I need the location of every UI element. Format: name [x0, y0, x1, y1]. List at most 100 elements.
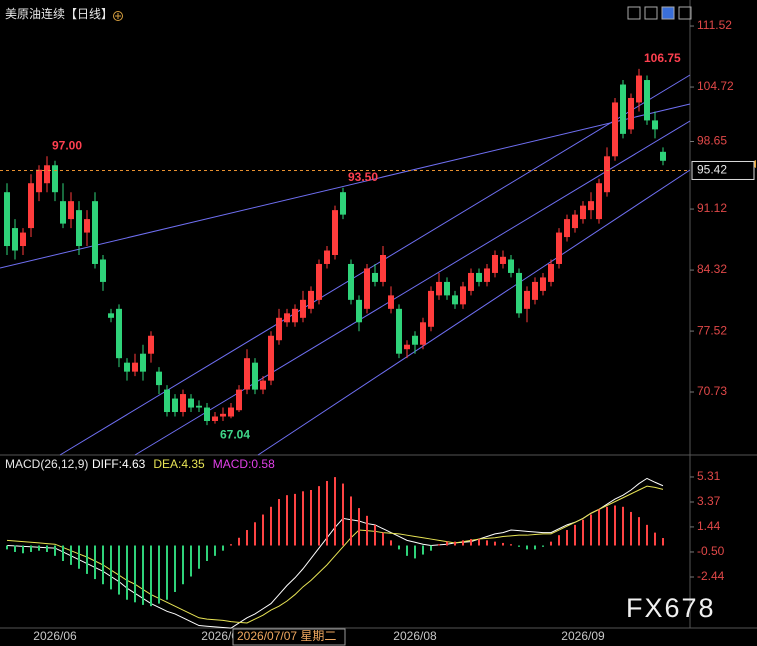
candle-body: [484, 268, 490, 282]
candle-body: [420, 322, 426, 345]
candle-body: [356, 299, 362, 323]
candle-body: [116, 308, 122, 359]
candle-body: [548, 263, 554, 282]
crosshair-date: 2026/07/07 星期二: [237, 629, 336, 643]
candle-body: [60, 201, 66, 224]
candle-body: [532, 281, 538, 300]
icon[interactable]: [644, 6, 658, 20]
candle-body: [44, 165, 50, 184]
candle-body: [428, 290, 434, 327]
candle-body: [212, 416, 218, 421]
candle-body: [348, 263, 354, 300]
candle-body: [300, 299, 306, 318]
candle-body: [628, 97, 634, 130]
x-tick-label: 2026/08: [393, 629, 437, 643]
candle-body: [388, 295, 394, 309]
candle-body: [220, 413, 226, 417]
y-tick-label: 77.52: [697, 323, 727, 337]
y-tick-label: -0.50: [697, 544, 725, 558]
candle-body: [84, 219, 90, 233]
y-tick-label: 91.12: [697, 201, 727, 215]
legend-entry: MACD:0.58: [213, 457, 275, 471]
candle-body: [52, 165, 58, 193]
candle-body: [340, 192, 346, 215]
candle-body: [596, 183, 602, 220]
candle-body: [108, 313, 114, 318]
candle-body: [196, 405, 202, 408]
candle-body: [172, 398, 178, 413]
candle-body: [660, 151, 666, 161]
legend-entry: DIFF:4.63: [92, 457, 146, 471]
candle-body: [468, 272, 474, 291]
legend-entry: DEA:4.35: [153, 457, 205, 471]
extreme-label: 67.04: [220, 427, 250, 441]
y-tick-label: 70.73: [697, 384, 727, 398]
candle-body: [228, 407, 234, 417]
candle-body: [188, 398, 194, 408]
candle-body: [68, 201, 74, 220]
candle-body: [572, 214, 578, 229]
add-icon[interactable]: [113, 11, 123, 21]
crosshair-price-box: [691, 160, 755, 180]
y-tick-label: 1.44: [697, 519, 721, 533]
crosshair-date-box: [232, 628, 346, 646]
candle-body: [92, 201, 98, 264]
y-tick-label: 84.32: [697, 262, 727, 276]
candle-body: [292, 308, 298, 323]
icon[interactable]: [627, 6, 641, 20]
candle-body: [644, 80, 650, 121]
y-tick-label: 111.52: [697, 18, 732, 32]
candle-body: [404, 344, 410, 350]
candle-body: [28, 183, 34, 229]
candle-body: [612, 102, 618, 157]
candle-body: [652, 120, 658, 130]
x-tick-label: 2026/09: [561, 629, 605, 643]
y-tick-label: -2.44: [697, 569, 725, 583]
candle-body: [516, 272, 522, 314]
candle-body: [508, 259, 514, 273]
candle-body: [180, 394, 186, 413]
trend-line: [134, 120, 691, 456]
candle-body: [148, 335, 154, 354]
macd-title: MACD(26,12,9): [5, 457, 88, 471]
y-tick-label: 98.65: [697, 134, 727, 148]
candle-body: [132, 362, 138, 372]
candle-body: [332, 210, 338, 256]
candle-body: [564, 219, 570, 238]
candle-body: [252, 362, 258, 390]
candle-body: [412, 335, 418, 345]
candle-body: [284, 313, 290, 323]
candle-body: [20, 232, 26, 247]
candle-body: [396, 308, 402, 354]
candle-body: [588, 201, 594, 211]
chart-title: 美原油连续【日线】: [5, 6, 113, 21]
candle-body: [36, 169, 42, 193]
candle-body: [460, 286, 466, 305]
candle-body: [524, 290, 530, 309]
candle-body: [100, 259, 106, 282]
candle-body: [604, 156, 610, 193]
candle-body: [324, 250, 330, 264]
icon[interactable]: [661, 6, 675, 20]
candle-body: [444, 281, 450, 296]
candle-body: [556, 232, 562, 264]
candle-body: [492, 255, 498, 273]
trend-line: [257, 169, 691, 456]
candle-body: [76, 210, 82, 247]
toolbar-icons[interactable]: [627, 6, 692, 20]
candle-body: [156, 371, 162, 386]
watermark: FX678: [626, 593, 716, 623]
icon[interactable]: [678, 6, 692, 20]
candle-body: [580, 205, 586, 220]
candle-body: [436, 281, 442, 296]
x-tick-label: 2026/06: [33, 629, 77, 643]
y-tick-label: 3.37: [697, 494, 721, 508]
macd-line: [6, 485, 664, 624]
candle-body: [636, 75, 642, 103]
candle-body: [452, 295, 458, 305]
extreme-label: 93.50: [348, 170, 378, 184]
candle-body: [364, 268, 370, 309]
candle-body: [316, 263, 322, 300]
